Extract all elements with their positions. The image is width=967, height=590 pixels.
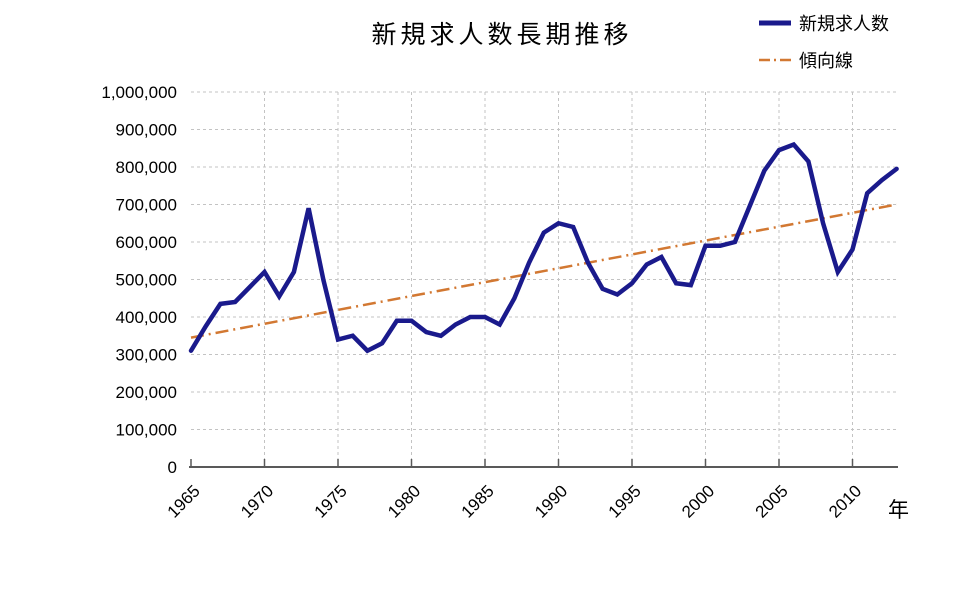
- x-tick-label: 2005: [752, 481, 792, 521]
- y-tick-label: 800,000: [116, 158, 177, 177]
- y-tick-label: 700,000: [116, 196, 177, 215]
- x-tick-label: 1985: [458, 481, 498, 521]
- legend: 新規求人数 傾向線: [758, 8, 889, 82]
- y-tick-label: 400,000: [116, 308, 177, 327]
- x-tick-label: 1965: [164, 481, 204, 521]
- x-tick-label: 1980: [384, 481, 424, 521]
- series-line: [188, 141, 899, 354]
- x-tick-label: 1970: [237, 481, 277, 521]
- y-tick-label: 100,000: [116, 421, 177, 440]
- x-tick-label: 1990: [531, 481, 571, 521]
- x-tick-label: 1975: [311, 481, 351, 521]
- chart-title: 新規求人数長期推移: [371, 21, 633, 49]
- legend-item-series: 新規求人数: [758, 8, 889, 38]
- legend-line-sample-series-icon: [759, 20, 791, 26]
- trend-line: [190, 203, 897, 339]
- legend-line-sample-trend-icon: [759, 58, 791, 62]
- y-tick-label: 1,000,000: [101, 83, 177, 102]
- x-tick-label: 2010: [825, 481, 865, 521]
- x-axis-unit-label: 年: [888, 499, 909, 522]
- x-tick-label: 2000: [678, 481, 718, 521]
- y-tick-label: 500,000: [116, 271, 177, 290]
- y-tick-label: 200,000: [116, 383, 177, 402]
- x-tick-label: 1995: [605, 481, 645, 521]
- y-tick-label: 900,000: [116, 121, 177, 140]
- legend-item-trend: 傾向線: [758, 45, 889, 75]
- legend-label-series: 新規求人数: [799, 14, 889, 34]
- y-tick-label: 0: [168, 458, 177, 477]
- y-tick-label: 600,000: [116, 233, 177, 252]
- y-tick-label: 300,000: [116, 346, 177, 365]
- legend-label-trend: 傾向線: [799, 51, 853, 71]
